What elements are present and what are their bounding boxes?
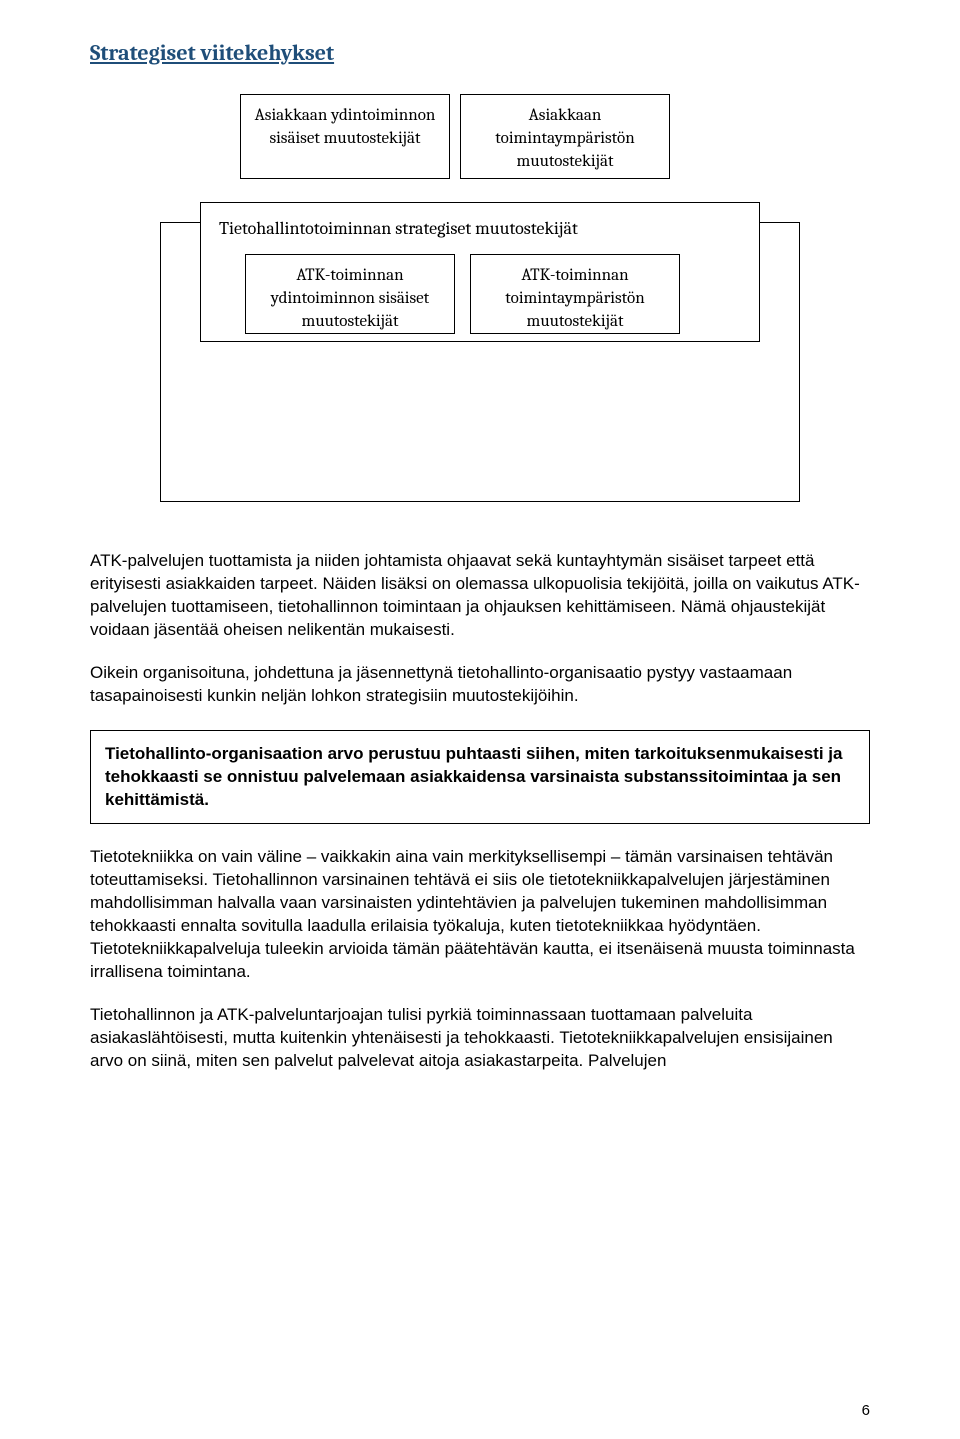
- page-number: 6: [862, 1402, 870, 1419]
- diagram-middle-title: Tietohallintotoiminnan strategiset muuto…: [219, 217, 741, 241]
- paragraph-4: Tietohallinnon ja ATK-palveluntarjoajan …: [90, 1004, 870, 1073]
- diagram-box-bottom-right: ATK-toiminnan toimintaympäristön muutost…: [470, 254, 680, 334]
- callout-box: Tietohallinto-organisaation arvo perustu…: [90, 730, 870, 825]
- paragraph-3: Tietotekniikka on vain väline – vaikkaki…: [90, 846, 870, 984]
- paragraph-2: Oikein organisoituna, johdettuna ja jäse…: [90, 662, 870, 708]
- diagram-box-top-right: Asiakkaan toimintaympäristön muutostekij…: [460, 94, 670, 179]
- section-title: Strategiset viitekehykset: [90, 40, 870, 66]
- diagram-box-top-left: Asiakkaan ydintoiminnon sisäiset muutost…: [240, 94, 450, 179]
- framework-diagram: Asiakkaan ydintoiminnon sisäiset muutost…: [160, 94, 800, 514]
- diagram-box-bottom-left: ATK-toiminnan ydintoiminnon sisäiset muu…: [245, 254, 455, 334]
- paragraph-1: ATK-palvelujen tuottamista ja niiden joh…: [90, 550, 870, 642]
